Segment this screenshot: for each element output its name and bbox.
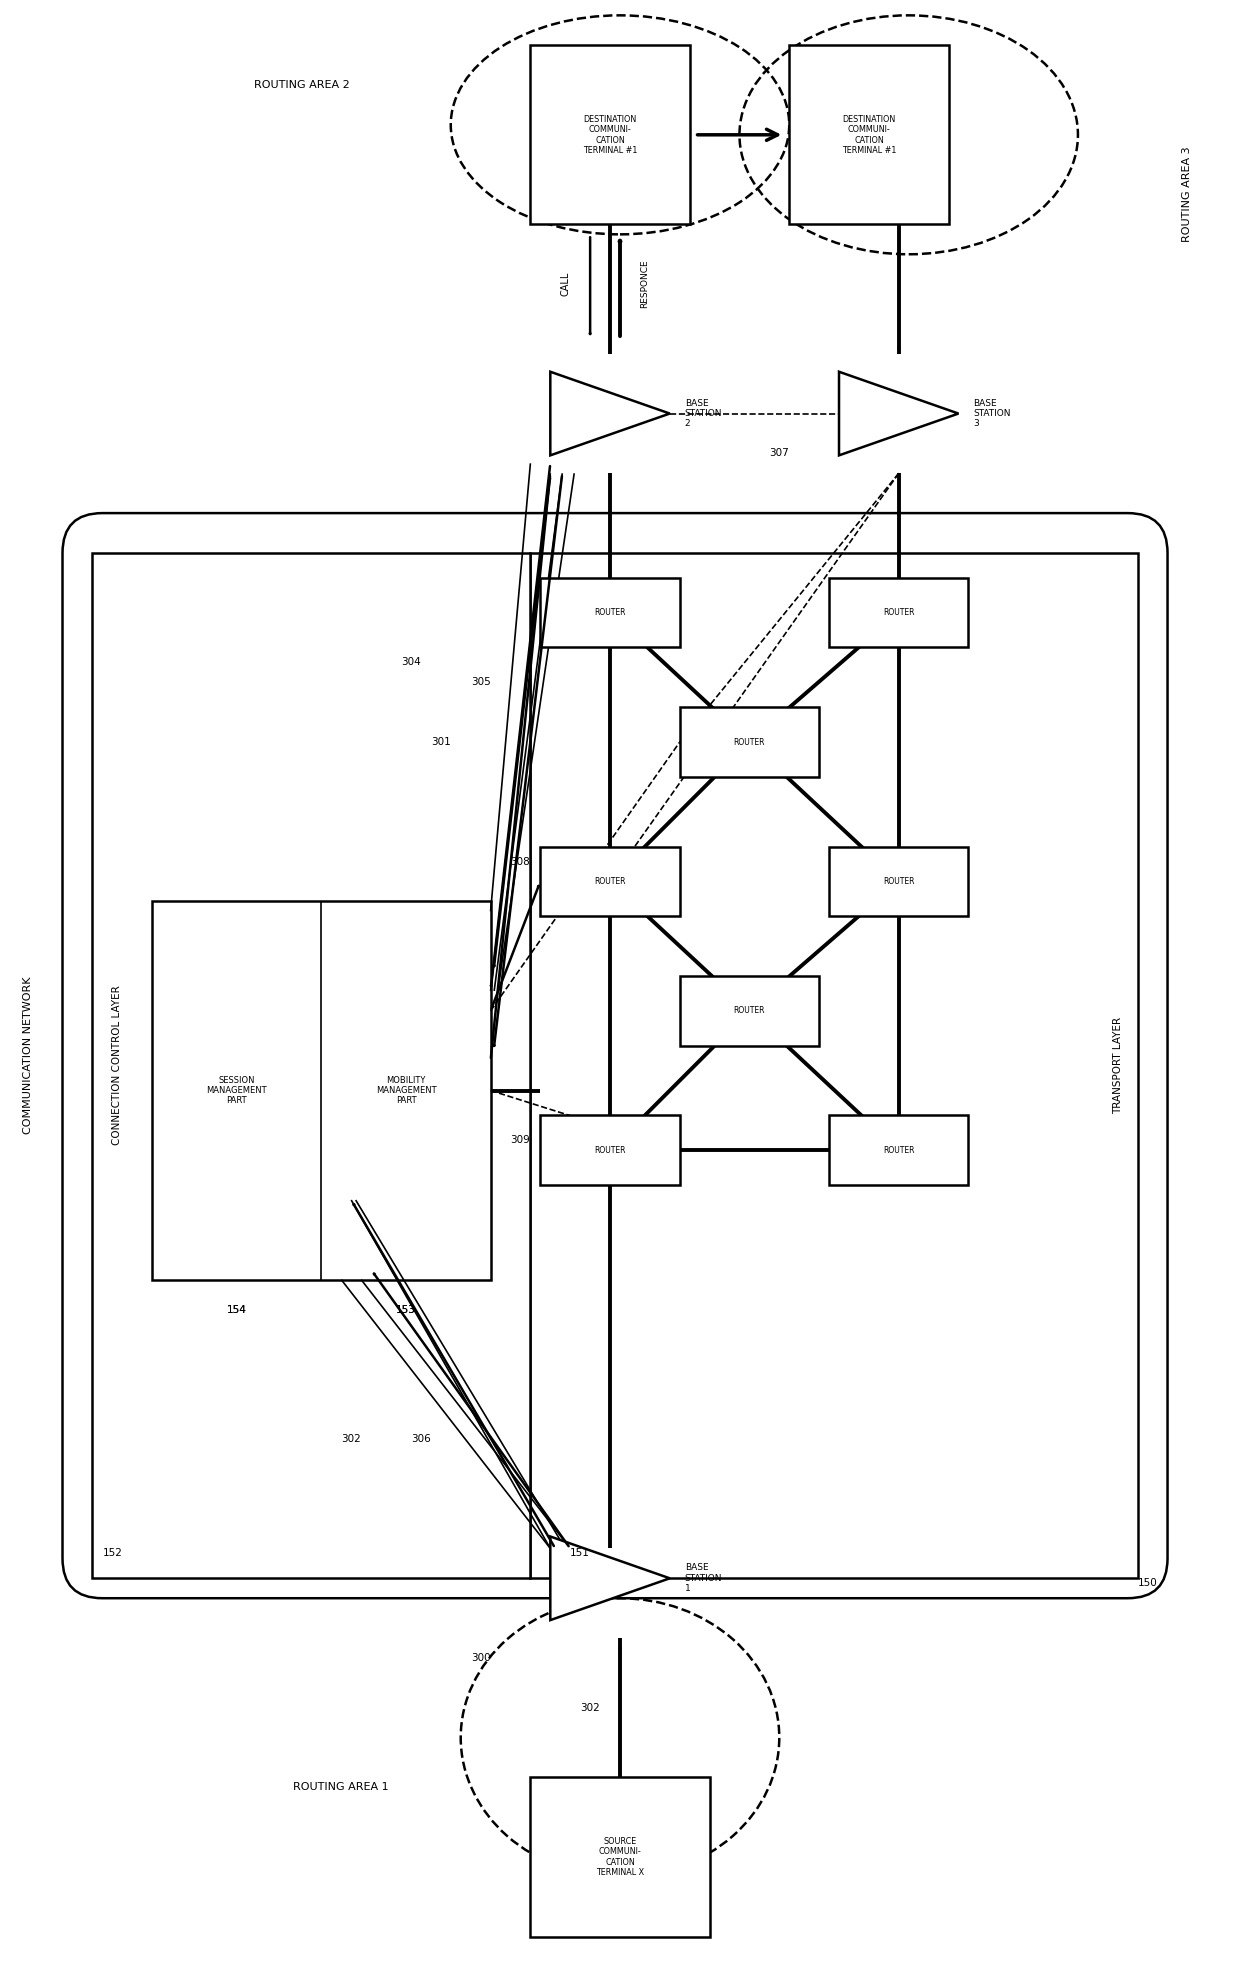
Text: BASE
STATION
2: BASE STATION 2: [684, 398, 722, 427]
Bar: [541, 847, 680, 916]
Text: 308: 308: [511, 857, 531, 867]
Text: 153: 153: [396, 1304, 415, 1314]
Text: ROUTER: ROUTER: [883, 877, 914, 886]
Bar: [789, 45, 949, 224]
Text: ROUTER: ROUTER: [594, 608, 626, 618]
Bar: [153, 902, 491, 1281]
Bar: [680, 977, 820, 1045]
Text: MOBILITY
MANAGEMENT
PART: MOBILITY MANAGEMENT PART: [376, 1075, 436, 1106]
Text: 153: 153: [396, 1304, 415, 1314]
Text: 300: 300: [471, 1653, 491, 1663]
Text: ROUTER: ROUTER: [734, 737, 765, 747]
Text: 154: 154: [227, 1304, 247, 1314]
Text: COMMUNICATION NETWORK: COMMUNICATION NETWORK: [22, 977, 32, 1133]
Text: 154: 154: [227, 1304, 247, 1314]
Text: CONNECTION CONTROL LAYER: CONNECTION CONTROL LAYER: [113, 986, 123, 1145]
FancyBboxPatch shape: [62, 514, 1168, 1598]
Text: 301: 301: [432, 737, 450, 747]
Bar: [541, 578, 680, 647]
Text: 150: 150: [1138, 1579, 1158, 1588]
Bar: [830, 1116, 968, 1184]
Text: 306: 306: [410, 1433, 430, 1443]
Text: RESPONCE: RESPONCE: [640, 259, 650, 308]
Bar: [830, 847, 968, 916]
Polygon shape: [551, 373, 670, 455]
Text: ROUTING AREA 3: ROUTING AREA 3: [1183, 147, 1193, 243]
Bar: [541, 1116, 680, 1184]
Bar: [92, 553, 531, 1579]
Text: DESTINATION
COMMUNI-
CATION
TERMINAL #1: DESTINATION COMMUNI- CATION TERMINAL #1: [842, 114, 897, 155]
Text: SESSION
MANAGEMENT
PART: SESSION MANAGEMENT PART: [206, 1075, 267, 1106]
Text: 307: 307: [769, 449, 789, 459]
Text: ROUTING AREA 2: ROUTING AREA 2: [253, 80, 350, 90]
Text: ROUTING AREA 1: ROUTING AREA 1: [294, 1783, 389, 1792]
Polygon shape: [839, 373, 959, 455]
Text: ROUTER: ROUTER: [594, 1145, 626, 1155]
Text: BASE
STATION
3: BASE STATION 3: [973, 398, 1011, 427]
Text: TRANSPORT LAYER: TRANSPORT LAYER: [1112, 1018, 1122, 1114]
Bar: [531, 553, 1137, 1579]
Text: DESTINATION
COMMUNI-
CATION
TERMINAL #1: DESTINATION COMMUNI- CATION TERMINAL #1: [583, 114, 637, 155]
Bar: [680, 708, 820, 777]
Text: 304: 304: [401, 657, 420, 667]
Text: 152: 152: [103, 1549, 123, 1559]
Text: 302: 302: [580, 1702, 600, 1712]
Text: 151: 151: [570, 1549, 590, 1559]
Text: ROUTER: ROUTER: [594, 877, 626, 886]
Text: 305: 305: [471, 677, 491, 688]
Text: ROUTER: ROUTER: [734, 1006, 765, 1016]
Text: 302: 302: [341, 1433, 361, 1443]
Text: BASE
STATION
1: BASE STATION 1: [684, 1563, 722, 1592]
Bar: [830, 578, 968, 647]
Bar: [531, 1777, 709, 1937]
Polygon shape: [551, 1537, 670, 1620]
Text: ROUTER: ROUTER: [883, 1145, 914, 1155]
Text: ROUTER: ROUTER: [883, 608, 914, 618]
Text: 309: 309: [511, 1135, 531, 1145]
Text: CALL: CALL: [560, 273, 570, 296]
Bar: [531, 45, 689, 224]
Text: SOURCE
COMMUNI-
CATION
TERMINAL X: SOURCE COMMUNI- CATION TERMINAL X: [596, 1837, 644, 1877]
